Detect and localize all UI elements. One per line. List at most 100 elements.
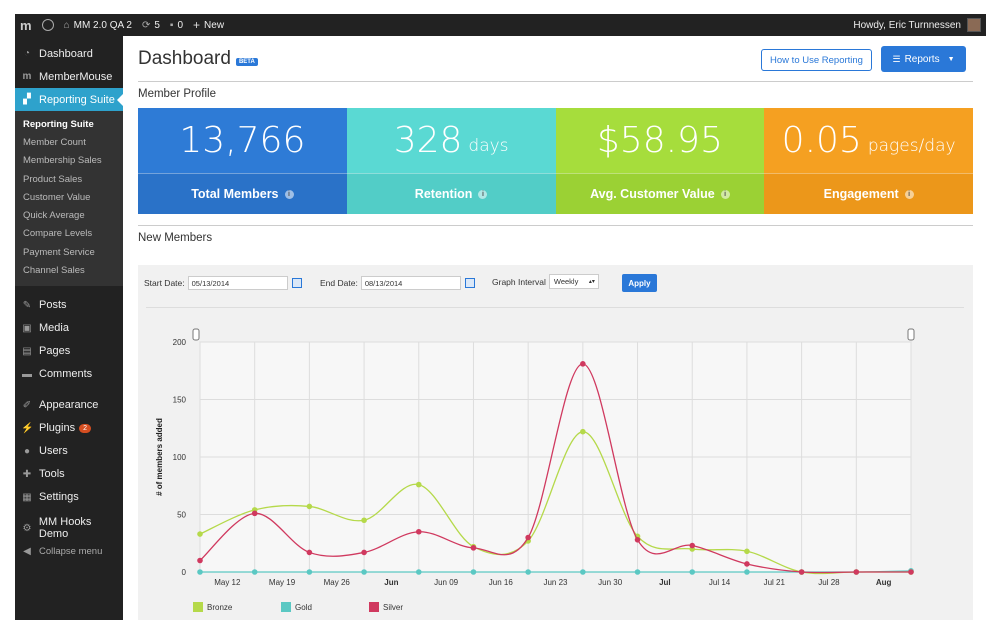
stat-label: Engagement [823,187,899,201]
list-icon: ☰ [892,53,901,64]
sidebar-item-posts[interactable]: ✎ Posts [22,299,67,312]
y-tick-label: 200 [173,338,187,347]
data-point-bronze [744,548,750,555]
info-icon[interactable]: i [720,189,730,199]
data-point-silver [689,542,696,549]
x-tick-label: Jul 14 [709,578,731,587]
stat-total-members: 13,766 Total Members i [138,108,347,214]
apply-button[interactable]: Apply [622,274,657,292]
y-tick-label: 150 [173,396,187,405]
submenu-payment-service[interactable]: Payment Service [23,246,95,258]
data-point-silver [415,528,422,535]
stat-retention: 328 days Retention i [346,108,556,214]
stat-value: 0.05 [781,120,862,161]
pin-icon: ✎ [22,299,32,311]
sidebar-item-membermouse[interactable]: m MemberMouse [22,70,113,83]
data-point-silver [580,361,586,367]
stat-value: $58.95 [596,120,723,161]
submenu-quick-average[interactable]: Quick Average [23,210,85,222]
x-tick-label: Jul 28 [818,578,840,587]
member-profile-stats: 13,766 Total Members i 328 days Retention i… [138,108,973,214]
sidebar-item-comments[interactable]: ▬ Comments [22,368,93,381]
data-point-gold [251,569,258,575]
sidebar-item-settings[interactable]: ▦ Settings [22,491,79,504]
data-point-gold [415,569,422,575]
beta-badge: BETA [235,58,258,66]
pages-icon: ▤ [22,345,32,357]
stat-unit: pages/day [867,135,956,156]
new-content-link[interactable]: + New [193,18,225,32]
comments-link[interactable]: ▪ 0 [169,19,184,31]
sidebar-item-plugins[interactable]: ⚡ Plugins 2 [15,417,123,440]
submenu-member-count[interactable]: Member Count [23,136,86,148]
sidebar-item-pages[interactable]: ▤ Pages [22,345,71,358]
site-name-link[interactable]: ⌂ MM 2.0 QA 2 [63,19,132,31]
sidebar-item-tools[interactable]: ✚ Tools [22,468,65,481]
sidebar-item-dashboard[interactable]: ◔ Dashboard [15,42,123,65]
x-tick-label: Jul [659,578,671,587]
data-point-silver [197,557,203,564]
sidebar-item-appearance[interactable]: ✐ Appearance [22,399,99,412]
divider [138,81,973,82]
divider [138,225,973,226]
data-point-silver [251,510,258,517]
legend-swatch-bronze [193,602,203,612]
range-handle-right [907,328,915,341]
graph-interval-select[interactable]: Weekly ▴▾ [548,274,599,289]
home-icon: ⌂ [63,19,70,31]
submenu-channel-sales[interactable]: Channel Sales [23,265,85,277]
x-tick-label: Jul 21 [764,578,786,587]
account-menu[interactable]: Howdy, Eric Turnnessen [848,14,986,36]
membermouse-logo[interactable]: m [20,17,32,33]
x-tick-label: Aug [876,578,892,587]
graph-interval-label: Graph Interval [492,276,546,287]
data-point-silver [908,569,914,575]
submenu-reporting-suite[interactable]: Reporting Suite [23,118,94,130]
collapse-menu-button[interactable]: ◀ Collapse menu [15,540,123,563]
info-icon[interactable]: i [478,189,488,199]
browser-window: m ⌂ MM 2.0 QA 2 ⟳ 5 ▪ 0 + New Howdy, Eric Tu… [15,14,986,620]
wordpress-logo-icon[interactable] [37,14,59,36]
calendar-icon[interactable] [464,278,475,288]
new-members-panel: Start Date: 05/13/2014 End Date: 08/13/2… [138,265,973,620]
collapse-arrow-icon: ◀ [23,545,31,557]
info-icon[interactable]: i [904,189,914,199]
x-tick-label: Jun 16 [489,578,514,587]
sidebar-item-users[interactable]: ● Users [15,440,123,463]
calendar-icon[interactable] [291,278,302,288]
stat-label: Retention [414,187,473,201]
sidebar-item-reporting-suite[interactable]: ▞ Reporting Suite [15,88,123,111]
info-icon[interactable]: i [284,189,294,199]
updates-link[interactable]: ⟳ 5 [141,19,160,31]
membermouse-icon: m [22,71,32,82]
start-date-input[interactable]: 05/13/2014 [187,276,288,290]
y-tick-label: 50 [177,511,186,520]
data-point-bronze [306,503,313,510]
refresh-icon: ⟳ [141,19,151,31]
stat-engagement: 0.05 pages/day Engagement i [764,108,973,214]
submenu-membership-sales[interactable]: Membership Sales [23,155,102,167]
submenu-product-sales[interactable]: Product Sales [23,173,83,185]
stat-label: Total Members [191,187,279,201]
plugin-icon: ⚡ [21,422,34,434]
range-handle-left [192,328,200,341]
filter-bar: Start Date: 05/13/2014 End Date: 08/13/2… [138,265,973,299]
avatar [967,18,981,32]
data-point-gold [306,569,313,575]
sidebar-item-mm-hooks-demo[interactable]: ⚙ MM Hooks Demo [22,516,92,541]
dashboard-icon: ◔ [23,48,31,59]
submenu-customer-value[interactable]: Customer Value [23,191,91,203]
end-date-label: End Date: [320,278,358,288]
how-to-use-reporting-button[interactable]: How to Use Reporting [761,49,872,71]
reports-dropdown-button[interactable]: ☰ Reports ▼ [881,46,966,72]
gear-icon: ⚙ [22,522,32,534]
settings-icon: ▦ [22,491,32,503]
plus-icon: + [193,18,201,32]
submenu-compare-levels[interactable]: Compare Levels [23,228,93,240]
legend-label-gold: Gold [295,603,312,612]
data-point-gold [470,569,477,575]
comment-icon: ▬ [22,368,32,380]
end-date-input[interactable]: 08/13/2014 [360,276,461,290]
user-icon: ● [23,445,31,457]
sidebar-item-media[interactable]: ▣ Media [22,322,69,335]
